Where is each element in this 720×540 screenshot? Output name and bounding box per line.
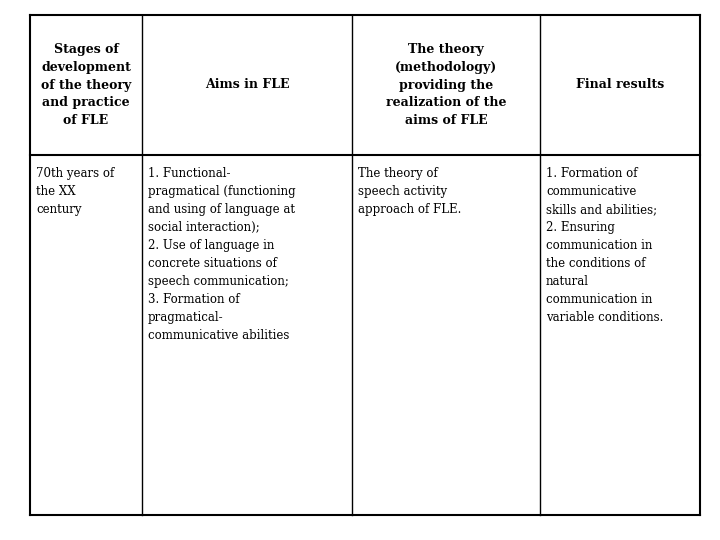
Text: Final results: Final results bbox=[576, 78, 664, 91]
Text: The theory
(methodology)
providing the
realization of the
aims of FLE: The theory (methodology) providing the r… bbox=[386, 44, 506, 126]
Text: Stages of
development
of the theory
and practice
of FLE: Stages of development of the theory and … bbox=[41, 44, 131, 126]
Text: Aims in FLE: Aims in FLE bbox=[204, 78, 289, 91]
Text: 1. Formation of
communicative
skills and abilities;
2. Ensuring
communication in: 1. Formation of communicative skills and… bbox=[546, 167, 663, 324]
Text: 70th years of
the XX
century: 70th years of the XX century bbox=[36, 167, 114, 216]
Text: The theory of
speech activity
approach of FLE.: The theory of speech activity approach o… bbox=[358, 167, 462, 216]
Text: 1. Functional-
pragmatical (functioning
and using of language at
social interact: 1. Functional- pragmatical (functioning … bbox=[148, 167, 296, 342]
